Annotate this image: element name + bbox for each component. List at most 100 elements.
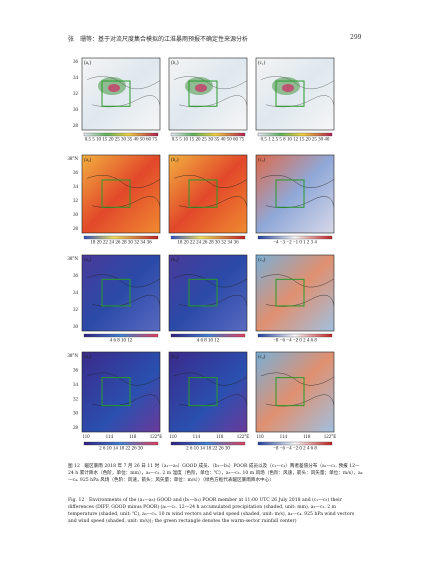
- map-panel: [81, 57, 161, 131]
- panel-label: (a₃): [84, 258, 92, 263]
- colorbar: [170, 333, 246, 338]
- figure: (a₁) 0.5 5 10 15 20 25 30 35 40 50 60 75 (…: [67, 57, 337, 452]
- colorbar-labels: 0.5 5 10 15 20 25 30 35 40 50 60 75: [85, 138, 158, 143]
- panel-label: (b₃): [171, 258, 179, 263]
- y-tick-label: 38°N: [67, 354, 78, 359]
- map-panel: [168, 57, 248, 131]
- colorbar: [257, 132, 333, 137]
- y-tick-label: 32: [73, 308, 79, 313]
- panel-label: (c₄): [258, 355, 266, 360]
- colorbar-labels: 18 20 22 24 26 28 30 32 34 36: [177, 241, 239, 246]
- green-rectangle: [275, 377, 305, 407]
- y-tick-label: 28: [73, 227, 79, 232]
- boundary-lines: [260, 76, 335, 108]
- y-tick-label: 36: [73, 60, 79, 65]
- x-tick-label: 118: [129, 435, 137, 440]
- y-tick-label: 28: [73, 124, 79, 129]
- x-tick-label: 110: [169, 435, 177, 440]
- y-tick-label: 32: [73, 92, 79, 97]
- y-tick-label: 36: [73, 171, 79, 176]
- y-tick-label: 32: [73, 397, 79, 402]
- map-panel: [255, 154, 335, 234]
- y-tick-label: 32: [73, 199, 79, 204]
- panel-label: (b₂): [171, 158, 179, 163]
- colorbar-labels: 4 6 8 10 12: [197, 339, 220, 344]
- map-panel: [255, 57, 335, 131]
- green-rectangle: [275, 278, 305, 307]
- x-tick-label: 114: [193, 435, 201, 440]
- colorbar-labels: −8 −6 −4 −2 0 2 4 6 8: [273, 339, 317, 344]
- panel-label: (b₄): [171, 355, 179, 360]
- colorbar-labels: 18 20 22 24 26 28 30 32 34 36: [90, 241, 152, 246]
- colorbar: [257, 441, 333, 446]
- green-rectangle: [275, 80, 305, 107]
- panel-label: (b₁): [171, 61, 179, 66]
- green-rectangle: [101, 179, 131, 208]
- colorbar: [83, 132, 159, 137]
- green-rectangle: [101, 278, 131, 307]
- green-rectangle: [188, 179, 218, 208]
- green-rectangle: [101, 377, 131, 407]
- x-tick-label: 110: [82, 435, 90, 440]
- x-tick-label: 118: [303, 435, 311, 440]
- y-tick-label: 34: [73, 185, 79, 190]
- colorbar: [257, 333, 333, 338]
- green-rectangle: [188, 80, 218, 107]
- x-tick-label: 110: [256, 435, 264, 440]
- map-panel: [81, 154, 161, 234]
- map-panel: [168, 154, 248, 234]
- colorbar: [170, 235, 246, 240]
- panel-label: (a₄): [84, 355, 92, 360]
- map-panel: [81, 351, 161, 433]
- rain-core: [108, 84, 120, 92]
- boundary-lines: [86, 76, 161, 108]
- colorbar-labels: 2 6 10 14 18 22 26 30: [99, 447, 143, 452]
- colorbar-labels: 4 6 8 10 12: [110, 339, 133, 344]
- caption-english: Fig. 12 Environments of the (a₁—a₃) GOOD…: [68, 498, 355, 524]
- map-panel: [81, 254, 161, 332]
- x-tick-label: 122°E: [150, 435, 163, 440]
- green-rectangle: [188, 377, 218, 407]
- green-rectangle: [101, 80, 131, 107]
- panel-label: (a₁): [84, 61, 92, 66]
- x-tick-label: 114: [280, 435, 288, 440]
- panel-label: (c₁): [258, 61, 266, 66]
- colorbar: [83, 441, 159, 446]
- map-panel: [255, 351, 335, 433]
- x-tick-label: 114: [106, 435, 114, 440]
- x-tick-label: 118: [216, 435, 224, 440]
- page-number: 299: [350, 34, 362, 41]
- colorbar-labels: −4 −3 −2 −1 0 1 2 3 4: [273, 241, 317, 246]
- map-panel: [255, 254, 335, 332]
- y-tick-label: 28: [73, 426, 79, 431]
- rain-core: [282, 84, 294, 92]
- boundary-lines: [173, 76, 248, 108]
- x-tick-label: 122°E: [324, 435, 337, 440]
- colorbar-labels: 0.5 5 10 15 20 25 30 35 40 50 60 75: [172, 138, 245, 143]
- y-tick-label: 30: [73, 325, 79, 330]
- y-tick-label: 30: [73, 213, 79, 218]
- y-tick-label: 34: [73, 76, 79, 81]
- colorbar: [83, 235, 159, 240]
- panel-label: (c₂): [258, 158, 266, 163]
- y-tick-label: 36: [73, 369, 79, 374]
- panel-label: (a₂): [84, 158, 92, 163]
- colorbar-labels: −8 −6 −4 −2 0 2 4 6 8: [273, 447, 317, 452]
- green-rectangle: [275, 179, 305, 208]
- caption-chinese: 图 12 暖区暴雨 2018 年 7 月 26 日 11 时（a₁—a₃）GOO…: [68, 464, 363, 483]
- rain-core: [195, 84, 207, 92]
- colorbar: [170, 441, 246, 446]
- y-tick-label: 38°N: [67, 157, 78, 162]
- y-tick-label: 30: [73, 108, 79, 113]
- map-panel: [168, 254, 248, 332]
- y-tick-label: 34: [73, 291, 79, 296]
- panel-label: (c₃): [258, 258, 266, 263]
- y-tick-label: 34: [73, 383, 79, 388]
- colorbar: [257, 235, 333, 240]
- map-panel: [168, 351, 248, 433]
- running-title: 张 珊等：基于对流尺度集合模拟的江淮暴雨预报不确定性来源分析: [68, 36, 249, 43]
- y-tick-label: 38°N: [67, 257, 78, 262]
- colorbar: [83, 333, 159, 338]
- colorbar: [170, 132, 246, 137]
